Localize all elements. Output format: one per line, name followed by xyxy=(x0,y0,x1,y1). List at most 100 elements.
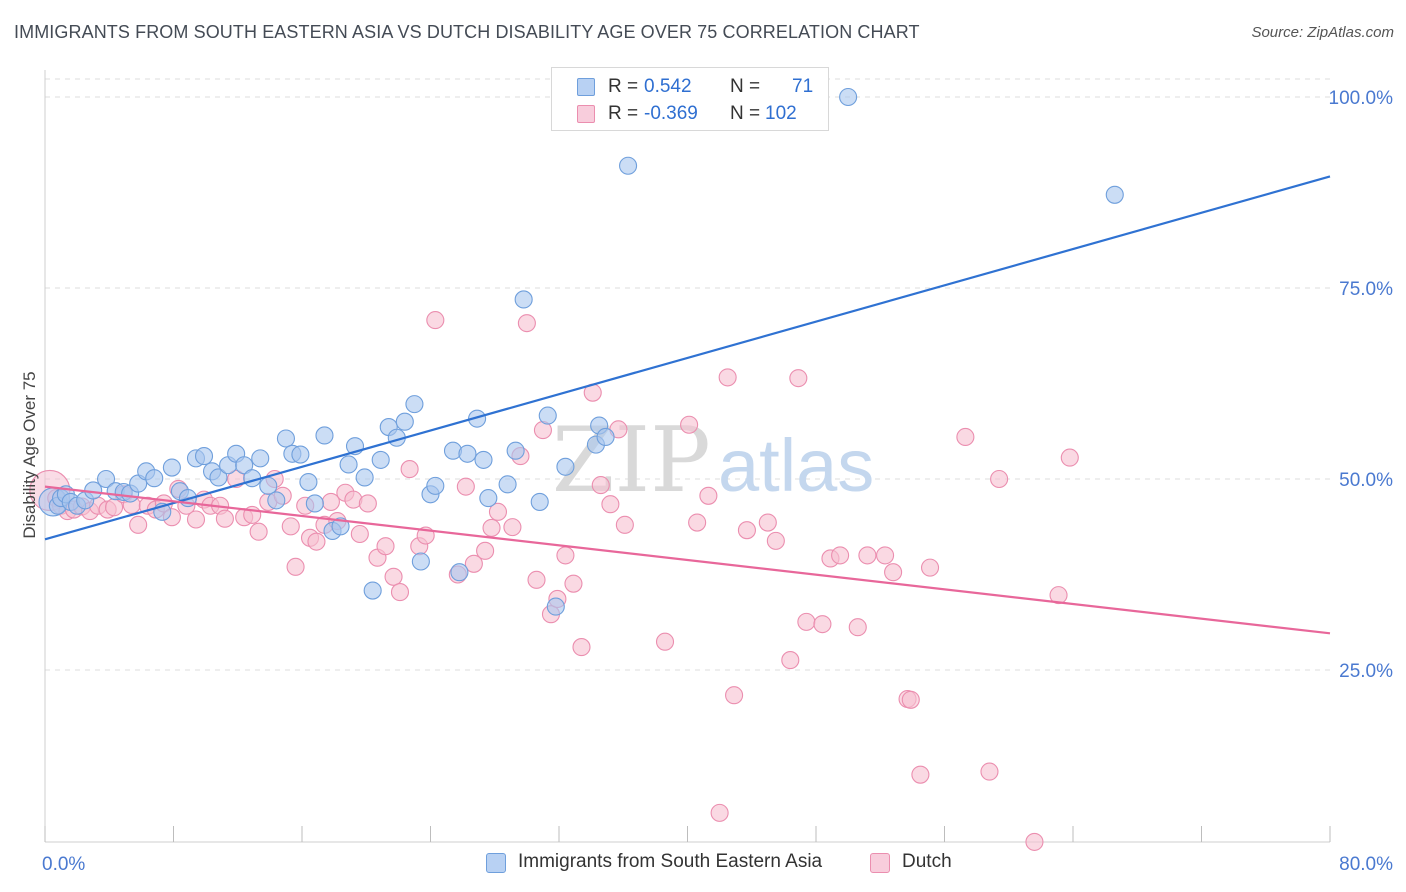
dutch-point xyxy=(920,558,940,577)
sea-point xyxy=(839,87,858,107)
dutch-point xyxy=(688,513,707,532)
y-tick-label: 50.0% xyxy=(1339,470,1393,491)
x-tick-label: 0.0% xyxy=(42,854,85,875)
dutch-point xyxy=(725,686,744,705)
dutch-point xyxy=(384,567,403,586)
legend-r-value: -0.369 xyxy=(644,103,698,124)
sea-point xyxy=(556,457,575,476)
sea-points xyxy=(38,87,1124,616)
dutch-point xyxy=(789,369,808,388)
sea-point xyxy=(363,581,382,600)
sea-point xyxy=(291,445,310,464)
dutch-point xyxy=(488,502,508,521)
sea-point xyxy=(530,492,549,511)
dutch-point xyxy=(400,460,419,479)
legend-n-label: N = xyxy=(730,76,761,97)
sea-point xyxy=(145,469,164,488)
dutch-point xyxy=(476,541,495,560)
dutch-point xyxy=(876,546,895,565)
sea-point xyxy=(1105,185,1124,204)
sea-point xyxy=(305,494,324,513)
dutch-point xyxy=(186,510,206,529)
sea-point xyxy=(546,597,565,616)
dutch-points xyxy=(29,311,1079,851)
sea-point xyxy=(474,450,493,469)
dutch-point xyxy=(911,765,930,784)
sea-point xyxy=(276,429,295,448)
dutch-point xyxy=(831,546,850,565)
dutch-point xyxy=(307,532,326,551)
dutch-point xyxy=(503,518,522,537)
dutch-point xyxy=(956,427,975,447)
legend-n-value: 71 xyxy=(792,76,814,97)
dutch-point xyxy=(655,632,675,651)
dutch-point xyxy=(615,515,634,534)
dutch-point xyxy=(781,651,800,670)
sea-point xyxy=(299,473,318,492)
trend-lines xyxy=(44,175,1331,635)
dutch-point xyxy=(572,638,591,657)
legend-row-dutch: R = -0.369 N = 102 xyxy=(552,101,828,127)
dutch-point xyxy=(1060,448,1079,467)
sea-point xyxy=(235,456,254,475)
bottom-legend-label-sea: Immigrants from South Eastern Asia xyxy=(518,851,823,872)
watermark: ZIP atlas xyxy=(552,408,874,513)
dutch-point xyxy=(129,515,148,534)
sea-point xyxy=(411,552,430,571)
sea-point xyxy=(267,491,286,510)
dutch-point xyxy=(699,486,718,505)
grid xyxy=(45,78,1330,671)
dutch-point xyxy=(350,524,369,544)
dutch-point xyxy=(766,531,785,550)
dutch-point xyxy=(884,563,903,582)
sea-point xyxy=(426,476,445,495)
y-axis-label: Disability Age Over 75 xyxy=(20,371,39,538)
dutch-point xyxy=(813,615,832,634)
sea-point xyxy=(331,517,350,536)
x-tick-label: 80.0% xyxy=(1339,854,1393,875)
dutch-point xyxy=(564,574,583,593)
sea-point xyxy=(395,412,414,431)
sea-point xyxy=(315,426,334,445)
sea-point xyxy=(339,455,358,474)
legend-r-value: 0.542 xyxy=(644,76,692,97)
dutch-point xyxy=(1049,586,1068,605)
dutch-point xyxy=(858,546,877,565)
y-tick-label: 25.0% xyxy=(1339,661,1393,682)
axes xyxy=(44,70,1331,843)
y-tick-label: 75.0% xyxy=(1339,279,1393,300)
sea-point xyxy=(96,469,116,489)
legend-n-value: 102 xyxy=(765,103,797,124)
correlation-legend: R = 0.542 N = 71 R = -0.369 N = 102 xyxy=(551,67,829,131)
bottom-legend-label-dutch: Dutch xyxy=(902,851,952,872)
dutch-point xyxy=(990,469,1009,489)
legend-swatch-blue xyxy=(577,78,595,96)
dutch-point xyxy=(426,311,445,330)
sea-point xyxy=(506,441,525,460)
dutch-point xyxy=(215,509,234,528)
sea-point xyxy=(355,468,374,487)
dutch-point xyxy=(376,537,395,556)
watermark-atlas: atlas xyxy=(718,424,874,507)
dutch-point xyxy=(718,368,737,387)
dutch-point xyxy=(797,612,816,631)
bottom-legend-swatch-blue xyxy=(486,853,506,873)
dutch-point xyxy=(1025,832,1044,851)
sea-point xyxy=(251,449,270,468)
dutch-point xyxy=(980,762,999,781)
source-label: Source: ZipAtlas.com xyxy=(1251,24,1394,41)
sea-point xyxy=(371,450,390,469)
dutch-point xyxy=(901,690,920,709)
sea-point xyxy=(514,290,533,309)
sea-point xyxy=(458,444,477,463)
dutch-point xyxy=(482,518,501,537)
dutch-point xyxy=(464,554,483,573)
sea-point xyxy=(479,489,498,508)
dutch-point xyxy=(680,415,699,434)
dutch-point xyxy=(390,583,410,602)
dutch-point xyxy=(527,570,546,589)
dutch-point xyxy=(601,495,620,514)
dutch-point xyxy=(281,517,300,536)
legend-n-label: N = xyxy=(730,103,761,124)
